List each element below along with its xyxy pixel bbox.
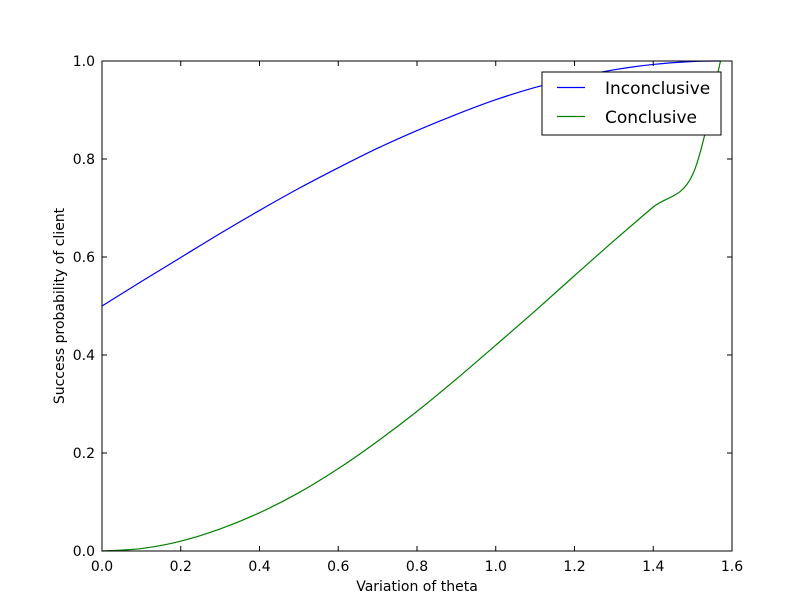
x-tick-label: 0.8 [406,559,428,575]
legend-label-conclusive: Conclusive [605,108,697,128]
series-line-inconclusive [101,60,721,307]
y-tick-label: 0.6 [73,250,95,266]
y-tick-label: 0.0 [73,544,95,560]
y-axis-ticks: 0.0 0.2 0.4 0.6 0.8 1.0 [73,54,732,560]
x-tick-label: 0.2 [170,559,192,575]
y-tick-label: 0.4 [73,348,95,364]
y-tick-label: 1.0 [73,54,95,70]
x-tick-label: 1.2 [563,559,585,575]
plot-lines [101,60,722,552]
y-tick-label: 0.8 [73,152,95,168]
legend-label-inconclusive: Inconclusive [605,79,710,99]
y-tick-label: 0.2 [73,446,95,462]
x-tick-label: 0.0 [91,559,113,575]
x-tick-label: 0.6 [327,559,349,575]
y-axis-label: Success probability of client [52,207,68,404]
x-tick-label: 1.4 [642,559,664,575]
x-tick-label: 1.6 [721,559,743,575]
x-tick-label: 0.4 [248,559,270,575]
x-axis-ticks: 0.0 0.2 0.4 0.6 0.8 1.0 1.2 1.4 1.6 [91,61,743,575]
legend: Inconclusive Conclusive [541,71,722,136]
x-tick-label: 1.0 [485,559,507,575]
legend-box [541,71,722,136]
x-axis-label: Variation of theta [356,579,478,595]
series-line-conclusive [101,60,722,552]
